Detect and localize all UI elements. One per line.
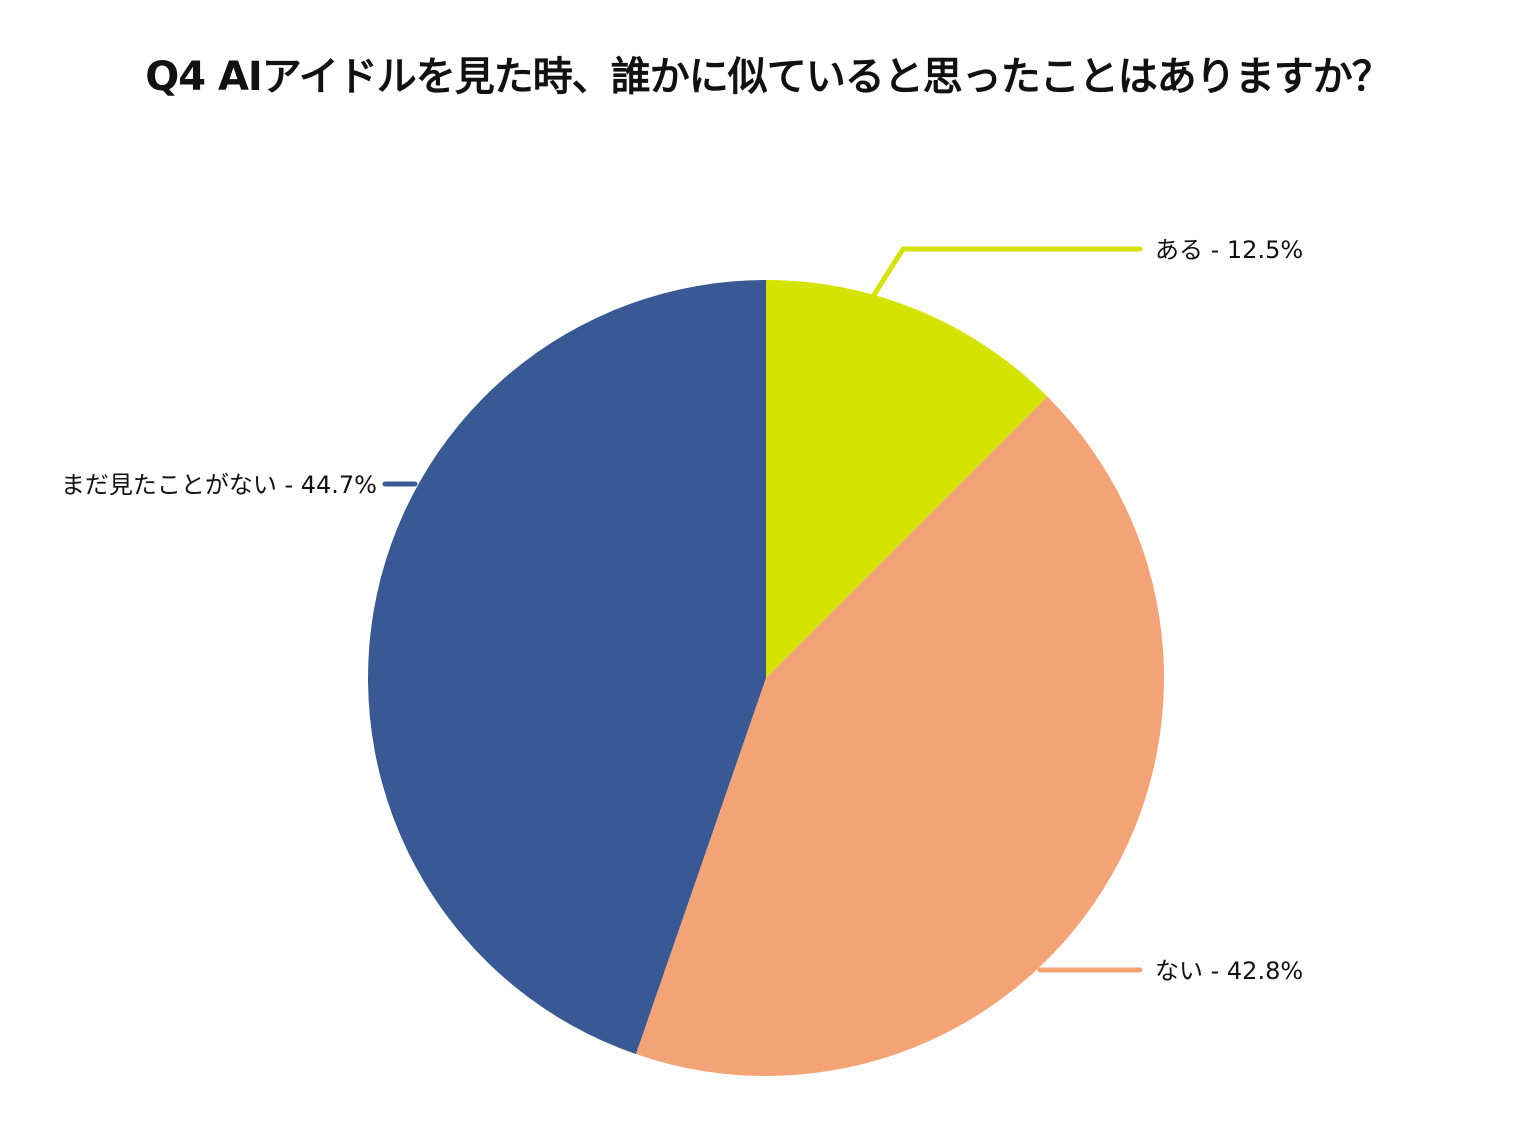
slice-label-0: ある - 12.5% <box>1155 236 1303 264</box>
pie-slice-1 <box>635 396 1164 1077</box>
slice-label-2: まだ見たことがない - 44.7% <box>61 471 377 499</box>
leader-line-0 <box>871 246 1143 298</box>
pie-slice-2 <box>367 280 766 1055</box>
slice-label-1: ない - 42.8% <box>1155 957 1303 985</box>
pie-slice-0 <box>766 280 1048 678</box>
chart-title: Q4 AIアイドルを見た時、誰かに似ていると思ったことはありますか？ <box>145 54 1392 100</box>
